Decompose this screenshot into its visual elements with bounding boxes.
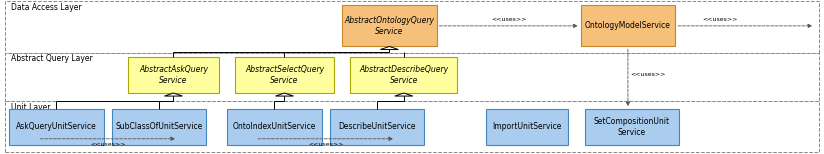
- Bar: [342, 5, 437, 47]
- Text: SetCompositionUnit
Service: SetCompositionUnit Service: [594, 117, 670, 137]
- Text: AbstractAskQuery
Service: AbstractAskQuery Service: [139, 65, 208, 85]
- Text: Unit Layer: Unit Layer: [12, 103, 51, 112]
- Text: AbstractDescribeQuery
Service: AbstractDescribeQuery Service: [359, 65, 448, 85]
- Text: Data Access Layer: Data Access Layer: [12, 3, 82, 12]
- Bar: [227, 109, 321, 145]
- Bar: [581, 5, 675, 47]
- Bar: [9, 109, 104, 145]
- Text: AskQueryUnitService: AskQueryUnitService: [16, 122, 96, 132]
- Text: OntologyModelService: OntologyModelService: [585, 21, 671, 30]
- Bar: [235, 57, 334, 93]
- Text: SubClassOfUnitService: SubClassOfUnitService: [115, 122, 203, 132]
- Bar: [486, 109, 569, 145]
- Polygon shape: [165, 93, 182, 96]
- Text: OntoIndexUnitService: OntoIndexUnitService: [232, 122, 316, 132]
- Bar: [112, 109, 206, 145]
- Bar: [330, 109, 424, 145]
- Text: <<uses>>: <<uses>>: [90, 142, 125, 147]
- Bar: [5, 53, 819, 101]
- Text: <<uses>>: <<uses>>: [308, 142, 344, 147]
- Bar: [5, 1, 819, 53]
- Bar: [585, 109, 679, 145]
- Text: ImportUnitService: ImportUnitService: [493, 122, 562, 132]
- Bar: [350, 57, 457, 93]
- Text: DescribeUnitService: DescribeUnitService: [339, 122, 416, 132]
- Bar: [129, 57, 218, 93]
- Text: AbstractSelectQuery
Service: AbstractSelectQuery Service: [245, 65, 324, 85]
- Polygon shape: [275, 93, 293, 96]
- Text: <<uses>>: <<uses>>: [631, 72, 666, 77]
- Polygon shape: [381, 47, 399, 50]
- Polygon shape: [395, 93, 413, 96]
- Text: <<uses>>: <<uses>>: [703, 17, 738, 22]
- Bar: [5, 101, 819, 152]
- Text: <<uses>>: <<uses>>: [491, 17, 527, 22]
- Text: Abstract Query Layer: Abstract Query Layer: [12, 54, 93, 63]
- Text: AbstractOntologyQuery
Service: AbstractOntologyQuery Service: [344, 16, 434, 36]
